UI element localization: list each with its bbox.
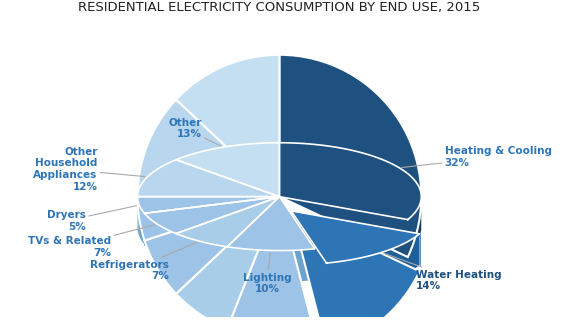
Wedge shape: [138, 99, 279, 197]
Text: Other
Household
Appliances
12%: Other Household Appliances 12%: [33, 147, 145, 192]
Polygon shape: [138, 160, 279, 197]
Polygon shape: [408, 198, 421, 251]
Wedge shape: [176, 197, 279, 322]
Polygon shape: [138, 197, 279, 213]
Polygon shape: [176, 143, 279, 197]
Text: Other
13%: Other 13%: [168, 118, 221, 146]
Wedge shape: [145, 197, 279, 294]
Wedge shape: [138, 197, 279, 241]
Text: Lighting
10%: Lighting 10%: [243, 253, 291, 294]
Polygon shape: [145, 197, 279, 233]
Polygon shape: [227, 197, 314, 251]
Text: Refrigerators
7%: Refrigerators 7%: [90, 242, 197, 281]
Text: TVs & Related
7%: TVs & Related 7%: [28, 225, 154, 258]
Text: Water Heating
14%: Water Heating 14%: [384, 253, 502, 291]
Wedge shape: [227, 197, 314, 322]
Polygon shape: [291, 211, 419, 263]
Polygon shape: [279, 143, 421, 220]
Polygon shape: [327, 234, 419, 294]
Wedge shape: [279, 55, 421, 257]
Polygon shape: [176, 233, 227, 278]
Polygon shape: [227, 247, 314, 282]
Wedge shape: [291, 211, 419, 322]
Text: Dryers
5%: Dryers 5%: [47, 206, 137, 232]
Title: RESIDENTIAL ELECTRICITY CONSUMPTION BY END USE, 2015: RESIDENTIAL ELECTRICITY CONSUMPTION BY E…: [78, 1, 480, 14]
Text: Heating & Cooling
32%: Heating & Cooling 32%: [402, 146, 552, 167]
Polygon shape: [145, 213, 176, 265]
Polygon shape: [138, 197, 145, 244]
Polygon shape: [176, 197, 279, 247]
Wedge shape: [176, 55, 279, 197]
